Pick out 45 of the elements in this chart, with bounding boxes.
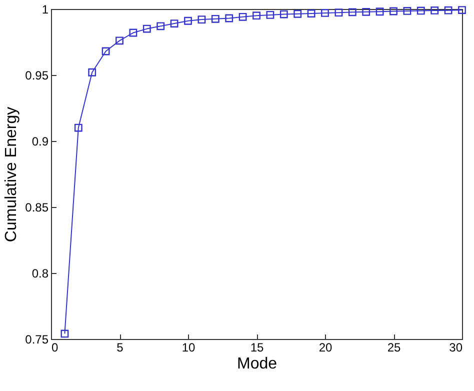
y-tick-label: 0.85 (25, 200, 49, 214)
point (362, 8, 370, 16)
x-tick-label: 15 (250, 340, 264, 354)
point (403, 7, 412, 15)
x-tick-label: 10 (182, 340, 196, 354)
point (170, 20, 178, 28)
point (211, 14, 220, 23)
y-tick-label: 0.8 (32, 266, 49, 280)
x-tick-label: 0 (52, 340, 58, 354)
point (198, 16, 206, 24)
x-axis-title: Mode (236, 356, 278, 372)
point (60, 330, 69, 338)
point (252, 12, 260, 20)
point (102, 47, 110, 56)
point (280, 10, 288, 18)
point (129, 28, 138, 37)
point (430, 6, 439, 14)
point (334, 8, 343, 17)
point (184, 16, 192, 25)
point (444, 6, 452, 14)
x-tick-label: 5 (116, 340, 124, 354)
x-tick-label: 20 (318, 340, 332, 354)
x-tick-label: 30 (449, 340, 463, 354)
point (266, 10, 274, 19)
point (294, 10, 302, 18)
y-axis-title: Cumulative Energy (3, 106, 20, 242)
y-tick-label: 0.95 (25, 68, 49, 82)
point (116, 36, 124, 45)
point (142, 24, 151, 33)
y-tick-label: 0.75 (25, 332, 49, 346)
point (348, 8, 356, 16)
x-tick-label: 25 (387, 340, 401, 354)
y-tick-label: 1 (42, 2, 49, 16)
point (74, 124, 82, 132)
point (321, 9, 329, 17)
y-tick-label: 0.9 (32, 134, 49, 148)
point (225, 14, 234, 22)
point (376, 8, 384, 16)
point (458, 6, 466, 14)
point (307, 10, 316, 18)
point (238, 12, 247, 21)
point (390, 7, 398, 16)
point (88, 68, 96, 76)
point (416, 6, 425, 15)
point (156, 22, 165, 30)
